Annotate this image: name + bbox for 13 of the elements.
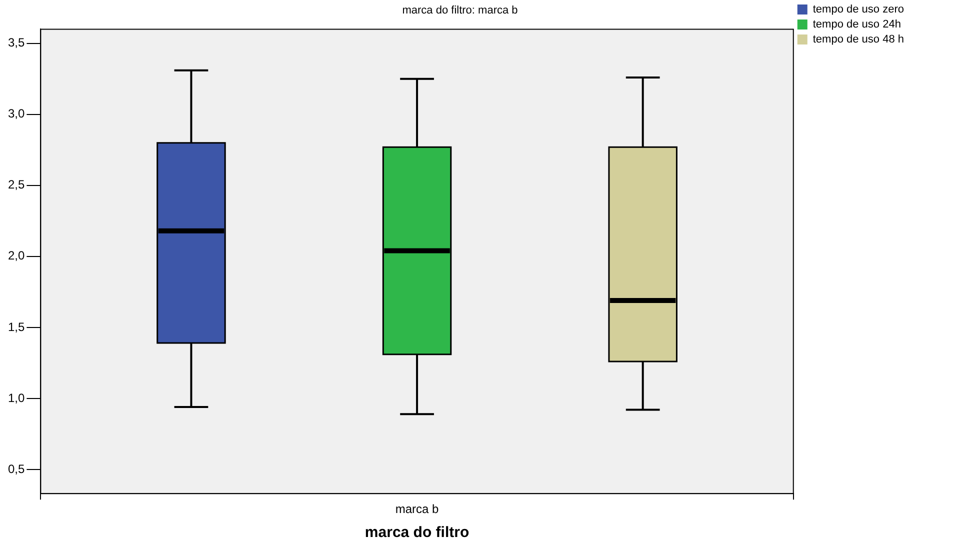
y-tick-label: 1,5 [8,320,25,334]
y-tick-label: 3,5 [8,36,25,50]
y-tick-label: 3,0 [8,106,25,121]
y-tick-label: 0,5 [8,462,25,476]
legend-label: tempo de uso 24h [812,18,901,31]
x-axis-title: marca do filtro [364,524,470,542]
legend-label: tempo de uso zero [812,4,904,16]
legend-label: tempo de uso 48 h [812,34,904,46]
y-tick-label: 1,0 [8,390,25,405]
chart-title: marca do filtro: marca b [402,4,518,17]
y-tick-label: 2,5 [8,178,25,192]
x-tick-label: marca b [395,502,440,516]
y-tick-label: 2,0 [8,248,25,263]
